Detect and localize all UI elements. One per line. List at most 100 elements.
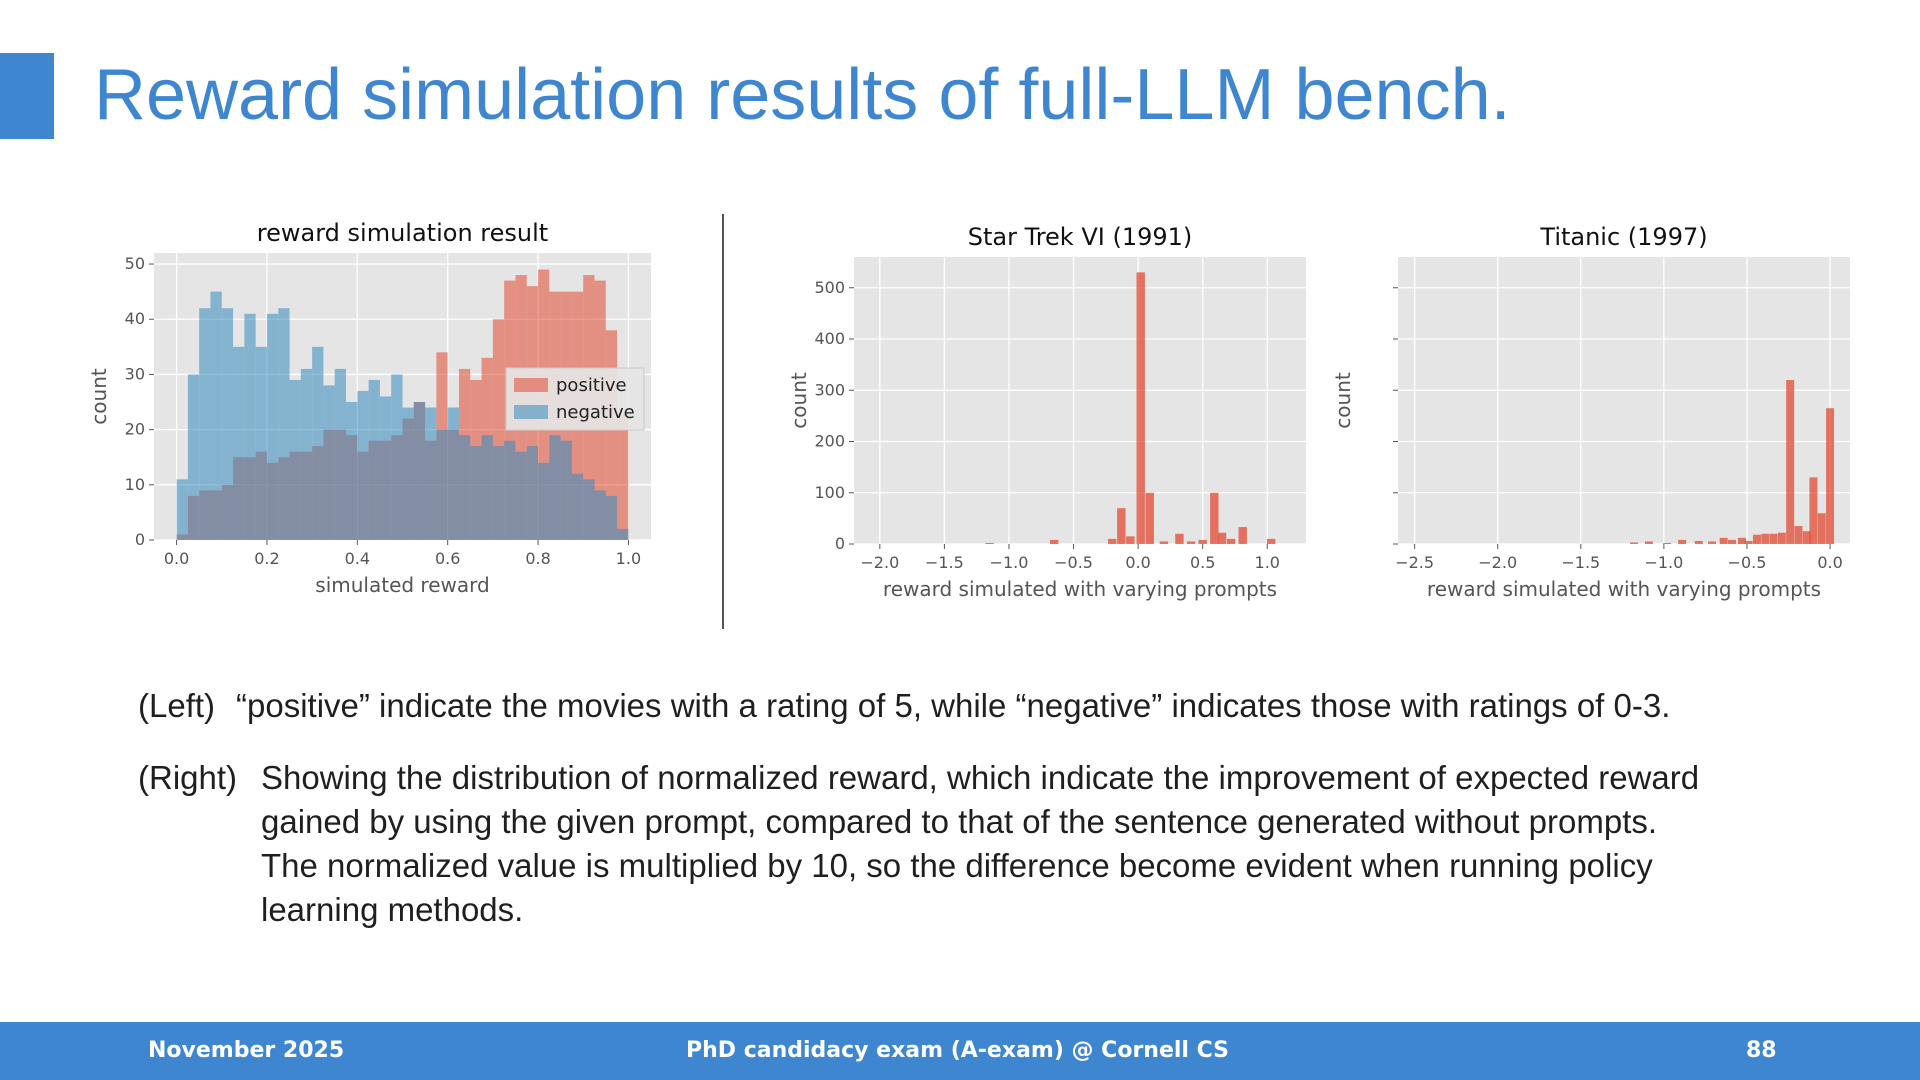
x-tick-label: −2.0 [1478, 553, 1517, 572]
bar [210, 291, 222, 540]
x-tick-label: −1.0 [1644, 553, 1683, 572]
y-tick-label: 10 [125, 475, 145, 494]
bar [492, 446, 505, 540]
bar [199, 308, 211, 540]
bar [1752, 534, 1761, 544]
bar [413, 402, 426, 540]
bar [425, 407, 437, 540]
x-tick-label: −2.0 [860, 553, 899, 572]
bar [504, 440, 516, 540]
bar [436, 429, 448, 540]
bar [1719, 537, 1728, 544]
y-axis-label: count [87, 368, 111, 425]
bar [300, 368, 313, 540]
bar [605, 495, 618, 540]
plot-area [854, 257, 1306, 544]
y-tick-label: 300 [814, 380, 845, 399]
bar [470, 446, 482, 540]
bar [221, 308, 234, 540]
bar [266, 313, 279, 540]
bar [1694, 540, 1703, 544]
bar [1737, 537, 1746, 544]
caption-right-tag: (Right) [138, 759, 238, 796]
bar [1266, 538, 1276, 544]
bar [1198, 539, 1207, 544]
footer-event: PhD candidacy exam (A-exam) @ Cornell CS [686, 1038, 1230, 1063]
caption-left-tag: (Left) [138, 687, 216, 724]
bar [526, 446, 539, 540]
chart-reward-simulation: 0.0 0.2 0.4 0.6 0.8 1.0 0 10 20 30 40 50 reward simu… [87, 219, 651, 597]
bar [985, 542, 994, 544]
bar [1226, 538, 1236, 544]
footer-bar: November 2025 PhD candidacy exam (A-exam… [0, 1022, 1920, 1080]
bar [1145, 492, 1154, 544]
x-axis-label: reward simulated with varying prompts [1427, 577, 1821, 601]
bar [1186, 541, 1196, 544]
bar [1126, 536, 1135, 544]
x-tick-label: −1.5 [1561, 553, 1600, 572]
bar [1663, 542, 1672, 544]
bar [1117, 508, 1126, 544]
x-tick-label: −2.5 [1395, 553, 1434, 572]
caption-left: (Left) “positive” indicate the movies wi… [138, 684, 1898, 728]
caption-right-line: Showing the distribution of normalized r… [261, 759, 1700, 796]
bar [289, 379, 301, 540]
bar [1238, 527, 1247, 544]
bar [549, 435, 561, 540]
bar [1217, 532, 1227, 544]
bar [1777, 532, 1786, 544]
bar [1786, 380, 1795, 544]
bar [233, 346, 245, 540]
bar [312, 346, 324, 540]
footer-page-number: 88 [1746, 1038, 1777, 1063]
bar [1210, 492, 1219, 544]
chart-divider [722, 214, 724, 629]
bar [1761, 533, 1770, 544]
x-tick-label: −0.5 [1054, 553, 1093, 572]
bar [1108, 538, 1117, 544]
bar [346, 402, 358, 540]
bar [244, 313, 256, 540]
x-tick-label: 0.2 [254, 549, 279, 568]
x-tick-label: 0.0 [164, 549, 189, 568]
bar [357, 390, 369, 540]
y-tick-label: 400 [814, 329, 845, 348]
bar [1744, 540, 1753, 544]
y-axis-label: count [1331, 372, 1355, 429]
y-tick-label: 40 [125, 309, 145, 328]
bar [571, 473, 584, 540]
y-tick-label: 50 [125, 254, 145, 273]
plot-area [1398, 257, 1850, 544]
x-tick-label: 0.6 [435, 549, 460, 568]
y-axis-label: count [787, 372, 811, 429]
caption-right: (Right) Showing the distribution of norm… [138, 756, 1898, 936]
bar [492, 319, 505, 540]
legend-label: positive [556, 375, 627, 396]
legend-swatch [514, 405, 548, 419]
x-axis-label: reward simulated with varying prompts [883, 577, 1277, 601]
bar [583, 479, 595, 540]
footer-date: November 2025 [148, 1038, 345, 1063]
caption-right-line: gained by using the given prompt, compar… [261, 803, 1658, 840]
bar [515, 451, 527, 540]
chart-title: reward simulation result [257, 219, 548, 247]
x-tick-label: −0.5 [1728, 553, 1767, 572]
bar [1817, 513, 1826, 544]
bar [1708, 541, 1717, 544]
slide-title: Reward simulation results of full-LLM be… [94, 55, 1511, 135]
bar [594, 490, 606, 540]
bar [1629, 542, 1638, 544]
chart-title: Titanic (1997) [1539, 223, 1707, 251]
x-tick-label: 1.0 [616, 549, 641, 568]
bar [1728, 539, 1737, 544]
bar [1809, 477, 1818, 544]
x-tick-label: 0.0 [1817, 553, 1842, 572]
bar [1826, 408, 1835, 544]
x-tick-label: −1.0 [990, 553, 1029, 572]
bar [334, 368, 347, 540]
chart-titanic: −2.5 −2.0 −1.5 −1.0 −0.5 0.0 Titanic (1997) rew… [1331, 223, 1850, 601]
bar [481, 435, 493, 540]
bar [538, 462, 550, 540]
x-tick-label: 0.4 [345, 549, 370, 568]
bar [176, 479, 188, 540]
